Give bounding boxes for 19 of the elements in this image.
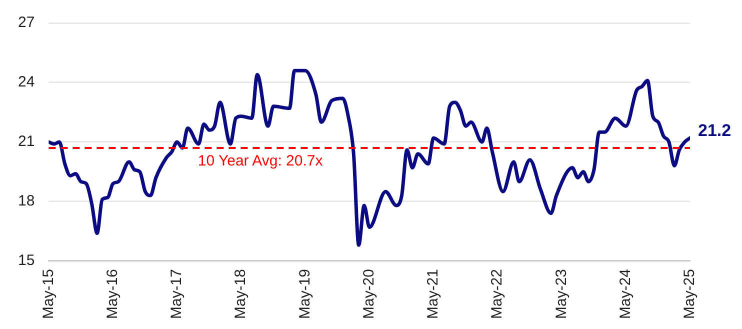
y-tick-label: 21 bbox=[18, 133, 35, 150]
x-tick-label: May-17 bbox=[168, 268, 186, 320]
x-tick-label: May-15 bbox=[40, 268, 57, 320]
x-tick-label: May-20 bbox=[360, 268, 378, 320]
x-tick-label: May-24 bbox=[617, 268, 634, 320]
x-tick-label: May-19 bbox=[296, 268, 314, 320]
x-tick-label: May-18 bbox=[232, 268, 250, 320]
x-tick-label: May-23 bbox=[552, 268, 570, 320]
y-tick-label: 27 bbox=[18, 14, 35, 32]
x-tick-label: May-21 bbox=[424, 268, 442, 320]
annotation: 21.2 bbox=[698, 121, 732, 140]
y-tick-label: 18 bbox=[18, 192, 35, 210]
x-tick-label: May-22 bbox=[488, 268, 506, 320]
x-tick-label: May-16 bbox=[104, 268, 122, 320]
y-tick-label: 24 bbox=[18, 74, 35, 91]
y-tick-label: 15 bbox=[18, 252, 35, 270]
ref-line-label: 10 Year Avg: 20.7x bbox=[198, 152, 324, 170]
x-tick-label: May-25 bbox=[681, 268, 698, 320]
line-series bbox=[48, 68, 690, 247]
